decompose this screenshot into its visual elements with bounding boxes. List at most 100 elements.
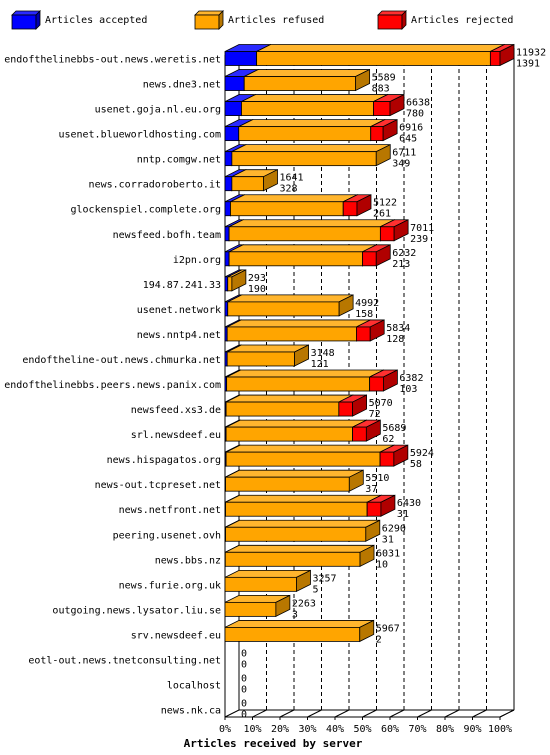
bar-segment-front (225, 526, 367, 542)
value-label-refused: 3148 (311, 348, 335, 359)
bar-segment (226, 369, 385, 392)
x-tick-label: 90% (463, 724, 481, 735)
bar-segment-front (241, 101, 374, 116)
row-label: eotl-out.news.tnetconsulting.net (28, 655, 221, 666)
bar-segment (224, 569, 311, 592)
bar-segment (366, 494, 396, 517)
bar-segment-front (231, 176, 264, 192)
legend-swatch (377, 14, 403, 30)
legend-swatch-side (35, 10, 41, 30)
row-label: localhost (167, 681, 221, 692)
bar-segment-side (359, 544, 375, 567)
bar-segment-side (263, 169, 278, 192)
bar-segment (228, 244, 377, 267)
value-label-refused: 6031 (376, 548, 400, 559)
bar-segment-front (224, 176, 233, 192)
bar-segment (230, 194, 358, 217)
value-label-refused: 7011 (410, 223, 434, 234)
bar-segment (370, 118, 398, 142)
row-label: news.nk.ca (161, 706, 221, 717)
value-label-accepted: 261 (373, 209, 391, 220)
legend-item: Articles accepted (11, 10, 147, 30)
value-label-accepted: 1391 (516, 59, 540, 70)
bar-segment-front (224, 627, 361, 642)
row-label: srl.newsdeef.eu (131, 430, 221, 441)
value-label-refused: 6916 (399, 123, 423, 134)
value-label-refused: 6711 (392, 148, 416, 159)
value-label-accepted: 72 (369, 409, 381, 420)
row-label: news.nntp4.net (137, 330, 221, 341)
bar-segment-side (352, 394, 368, 417)
bar-segment (225, 519, 381, 542)
bar-segment-front (225, 451, 381, 467)
value-label-refused: 6232 (392, 248, 416, 259)
bar-segment-front (230, 201, 344, 217)
row-label: newsfeed.xs3.de (131, 405, 221, 416)
bar-segment-front (224, 51, 258, 66)
row-label: news-out.tcpreset.net (95, 480, 221, 491)
bar-segment (224, 594, 291, 618)
row-label: endofthelinebbs-out.news.weretis.net (4, 55, 221, 66)
bar-segment (241, 93, 388, 117)
legend-label: Articles refused (228, 15, 324, 26)
bar-segment-top (230, 194, 358, 203)
bar-segment-side (380, 494, 396, 517)
bar-segment-side (365, 419, 381, 442)
floor-tick-line (444, 709, 460, 718)
x-tick-label: 20% (271, 724, 289, 735)
bar-segment-top (225, 519, 380, 528)
bar-segment-front (224, 101, 242, 116)
floor-tick-line (224, 709, 240, 718)
bar-segment-front (379, 451, 395, 467)
bar-segment-front (243, 76, 357, 91)
bar-segment (225, 494, 382, 517)
value-label-accepted: 2 (376, 634, 382, 645)
floor-tick-line (389, 709, 405, 718)
value-label-refused: 3257 (313, 573, 337, 584)
row-label: peering.usenet.ovh (113, 530, 221, 541)
bar-segment-top (244, 69, 370, 77)
bar-segment-front (224, 551, 361, 567)
bar-segment-side (355, 68, 371, 92)
x-tick-label: 0% (219, 724, 231, 735)
value-label-accepted: 5 (313, 584, 319, 595)
bar-segment-side (231, 269, 247, 292)
bar-segment (227, 294, 354, 317)
bar-segment-side (375, 144, 391, 167)
bar-segment-side (356, 194, 372, 217)
bar-segment (225, 469, 364, 492)
bar-segment-front (256, 51, 491, 66)
bar-segment (238, 118, 386, 142)
value-label-accepted: 190 (248, 284, 266, 295)
bar-segment-front (224, 151, 233, 167)
bar-segment-top (241, 94, 388, 102)
floor-tick-line (279, 709, 295, 718)
value-label-accepted: 3 (292, 609, 298, 620)
bar-segment (231, 169, 278, 192)
bar-segment-top (238, 119, 385, 128)
x-tick-label: 60% (381, 724, 399, 735)
bar-segment (226, 319, 371, 342)
bar-segment (226, 344, 309, 367)
value-label-accepted: 31 (397, 509, 409, 520)
bar-segment (379, 444, 409, 467)
x-tick-label: 100% (488, 724, 512, 735)
bar-segment (227, 269, 247, 292)
floor-tick-line (472, 709, 487, 718)
bar-segment (373, 93, 405, 117)
bar-segment-front (342, 201, 358, 217)
value-label-refused: 6638 (406, 98, 430, 109)
bar-segment-front (224, 276, 229, 292)
bar-segment-top (227, 294, 354, 303)
bar-segment-front (224, 201, 231, 217)
legend-item: Articles rejected (377, 10, 513, 30)
bar-segment-top (227, 319, 371, 328)
value-label-accepted: 58 (410, 459, 422, 470)
value-label-refused: 5589 (372, 73, 396, 84)
bar-segment-side (382, 118, 398, 142)
bar-segment-front (224, 576, 297, 592)
floor-tick-line (334, 709, 350, 718)
value-label-refused: 5689 (382, 423, 406, 434)
bar-segment (338, 394, 368, 417)
